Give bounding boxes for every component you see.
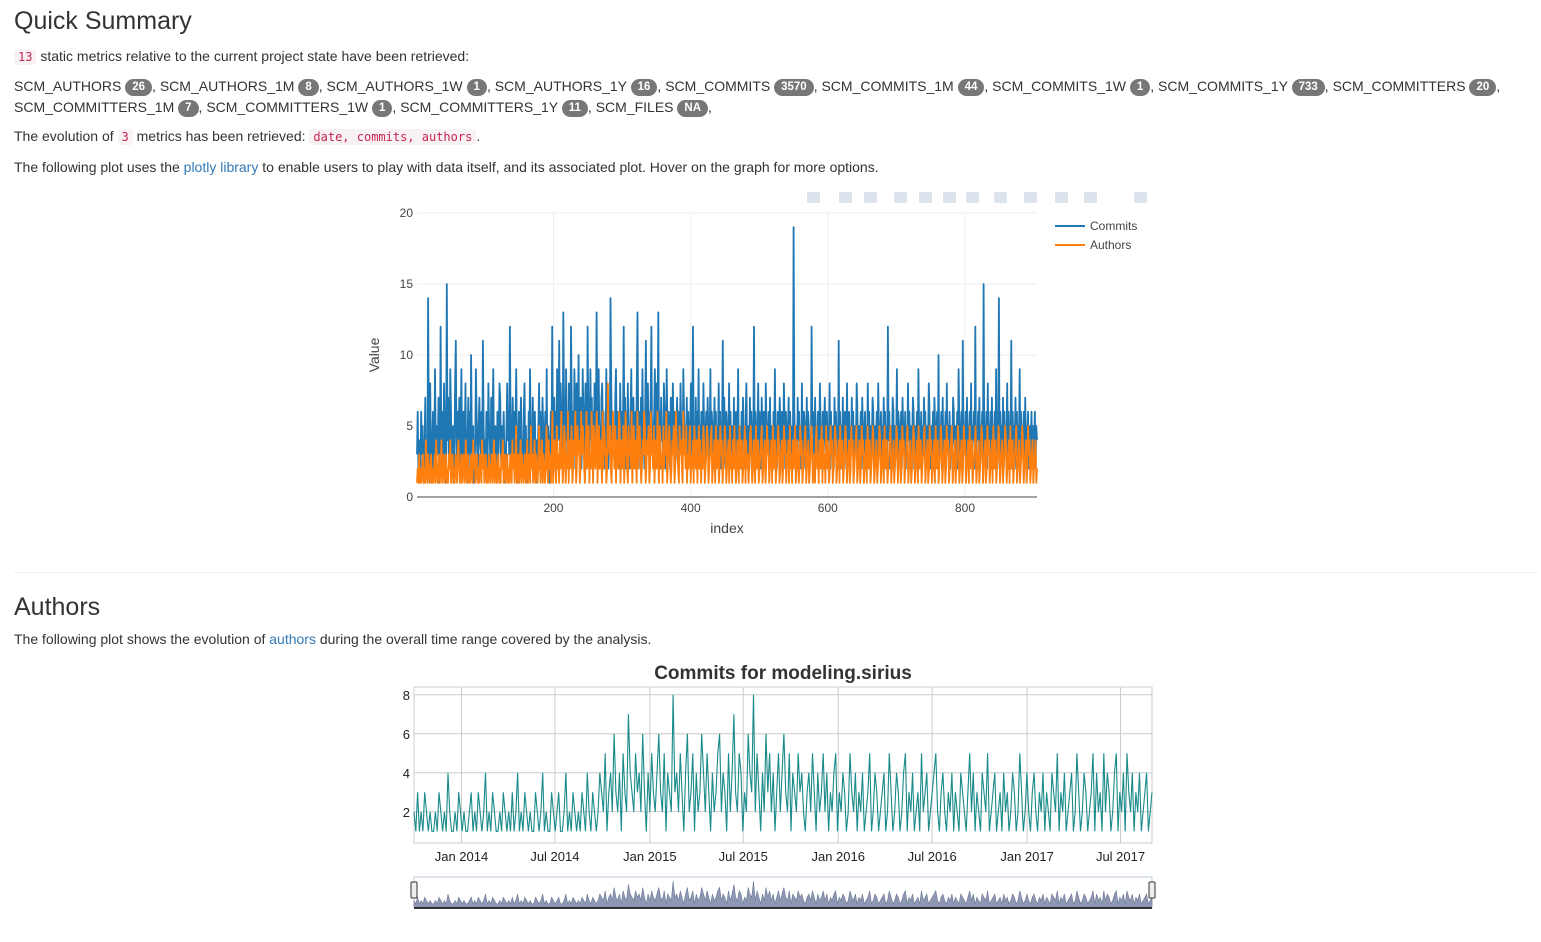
y-axis-label: Value (366, 337, 382, 372)
commits-timeline-plot[interactable]: Commits for modeling.sirius 2 4 6 8 Jan 2014 J… (380, 655, 1170, 917)
chart-title: Commits for modeling.sirius (654, 663, 912, 684)
y-tick-label: 4 (403, 766, 410, 781)
plotly-library-link[interactable]: plotly library (183, 159, 259, 175)
x-tick-label: Jan 2014 (435, 849, 489, 864)
y-tick-label: 2 (403, 805, 410, 820)
metric-name: SCM_COMMITS_1W (992, 78, 1126, 94)
metric-value-badge: 733 (1291, 79, 1325, 96)
range-handle-left[interactable] (410, 881, 418, 899)
x-tick-label: Jul 2017 (1096, 849, 1145, 864)
legend-label: Commits (1090, 219, 1137, 233)
evolution-prefix: The evolution of (14, 128, 114, 144)
metric-value-badge: 20 (1469, 79, 1497, 96)
plot-intro-text: The following plot uses the plotly libra… (14, 157, 879, 177)
plot-text-1: The following plot uses the (14, 159, 180, 175)
commits-authors-plot[interactable]: 0 5 10 15 20 200 400 600 800 index Value Commits Aut… (355, 185, 1165, 545)
metric-value-badge: 26 (125, 79, 153, 96)
x-axis-label: index (710, 520, 743, 536)
toggle-hover-icon[interactable] (1084, 192, 1097, 203)
metric-value-badge: 1 (1129, 79, 1151, 96)
metric-name: SCM_AUTHORS_1M (159, 78, 295, 94)
x-tick-label: Jul 2014 (530, 849, 579, 864)
metric-value-badge: 7 (178, 100, 199, 117)
y-tick-label: 20 (400, 206, 414, 220)
range-handle-right[interactable] (1148, 881, 1156, 899)
spike-lines-icon[interactable] (994, 192, 1007, 203)
metric-name: SCM_AUTHORS_1Y (494, 78, 627, 94)
static-metrics-text: 13 static metrics relative to the curren… (14, 46, 469, 67)
x-tick-label: Jan 2017 (1000, 849, 1054, 864)
authors-text-2: during the overall time range covered by… (319, 631, 652, 647)
legend-item[interactable]: Commits (1055, 219, 1137, 233)
y-tick-label: 6 (403, 727, 410, 742)
y-tick-label: 8 (403, 688, 410, 703)
x-tick-label: Jul 2016 (908, 849, 957, 864)
plotly-logo-icon[interactable] (1134, 192, 1147, 203)
x-tick-label: Jan 2015 (623, 849, 677, 864)
x-tick-label: 800 (955, 501, 975, 515)
authors-intro-text: The following plot shows the evolution o… (14, 629, 651, 649)
evolution-text: The evolution of 3 metrics has been retr… (14, 128, 481, 145)
hover-closest-icon[interactable] (1024, 192, 1037, 203)
plot-text-2: to enable users to play with data itself… (262, 159, 879, 175)
static-count: 13 (14, 49, 37, 65)
metric-value-badge: 16 (630, 79, 658, 96)
x-tick-label: 200 (543, 501, 563, 515)
zoom-in-icon[interactable] (894, 192, 907, 203)
metric-value-badge: 3570 (774, 79, 814, 96)
modebar (807, 192, 1147, 203)
metric-name: SCM_COMMITTERS_1W (206, 99, 369, 115)
metric-name: SCM_COMMITS (665, 78, 771, 94)
metric-name: SCM_COMMITTERS_1M (14, 99, 175, 115)
y-tick-label: 0 (406, 490, 413, 504)
zoom-out-icon[interactable] (919, 192, 932, 203)
metric-name: SCM_FILES (595, 99, 674, 115)
commits-series-line (413, 694, 1153, 832)
range-slider-area (413, 880, 1153, 908)
metric-name: SCM_COMMITTERS (1332, 78, 1466, 94)
metric-value-badge: 8 (298, 79, 319, 96)
metric-value-badge: 44 (957, 79, 985, 96)
y-tick-label: 5 (406, 419, 413, 433)
hover-compare-icon[interactable] (1055, 192, 1068, 203)
metric-name: SCM_AUTHORS_1W (326, 78, 463, 94)
authors-title: Authors (14, 593, 101, 621)
zoom-icon[interactable] (839, 192, 852, 203)
legend: Commits Authors (1055, 219, 1137, 252)
quick-summary-title: Quick Summary (14, 7, 192, 35)
pan-icon[interactable] (864, 192, 877, 203)
legend-label: Authors (1090, 238, 1131, 252)
legend-item[interactable]: Authors (1055, 238, 1131, 252)
series-line-commits (416, 226, 1038, 484)
y-tick-label: 15 (400, 277, 414, 291)
metric-name: SCM_COMMITS_1M (821, 78, 954, 94)
evolution-list: date, commits, authors (309, 129, 477, 145)
evolution-count: 3 (117, 129, 133, 145)
metric-name: SCM_COMMITS_1Y (1158, 78, 1288, 94)
reset-axes-icon[interactable] (966, 192, 979, 203)
evolution-mid: metrics has been retrieved: (136, 128, 306, 144)
section-divider (14, 572, 1538, 573)
metric-name: SCM_COMMITTERS_1Y (400, 99, 558, 115)
metrics-list: SCM_AUTHORS 26, SCM_AUTHORS_1M 8, SCM_AU… (14, 78, 1501, 117)
range-slider[interactable] (410, 876, 1156, 909)
metric-value-badge: NA (677, 100, 709, 117)
x-tick-label: Jan 2016 (811, 849, 865, 864)
camera-icon[interactable] (807, 192, 820, 203)
metric-value-badge: 1 (372, 100, 393, 117)
x-tick-label: Jul 2015 (719, 849, 768, 864)
metric-value-badge: 1 (466, 79, 487, 96)
y-tick-label: 10 (400, 348, 414, 362)
metric-name: SCM_AUTHORS (14, 78, 122, 94)
x-tick-label: 400 (681, 501, 701, 515)
metric-value-badge: 11 (561, 100, 588, 117)
authors-text-1: The following plot shows the evolution o… (14, 631, 266, 647)
static-text: static metrics relative to the current p… (40, 48, 470, 64)
series-line-authors (416, 382, 1038, 484)
autoscale-icon[interactable] (943, 192, 956, 203)
x-tick-label: 600 (818, 501, 838, 515)
authors-link[interactable]: authors (269, 631, 316, 647)
